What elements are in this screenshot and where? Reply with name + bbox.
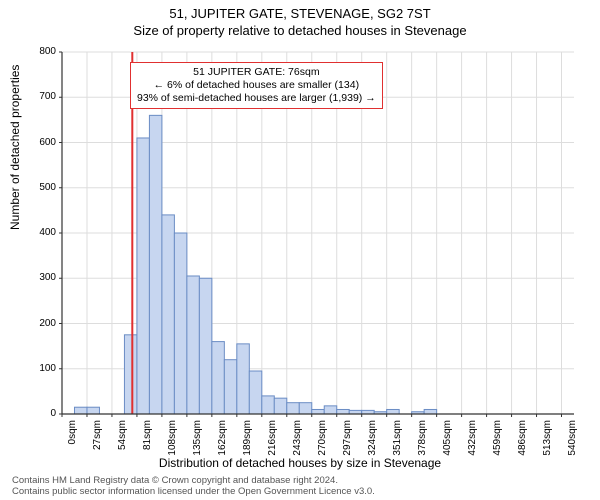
property-callout: 51 JUPITER GATE: 76sqm ← 6% of detached … [130, 62, 383, 109]
x-tick-label: 432sqm [467, 420, 478, 460]
x-tick-label: 297sqm [342, 420, 353, 460]
x-axis-label: Distribution of detached houses by size … [0, 456, 600, 470]
y-tick-label: 500 [16, 182, 56, 193]
y-tick-label: 400 [16, 227, 56, 238]
x-tick-label: 135sqm [192, 420, 203, 460]
callout-line-2: ← 6% of detached houses are smaller (134… [137, 79, 376, 92]
callout-line-1: 51 JUPITER GATE: 76sqm [137, 66, 376, 79]
footer-attribution: Contains HM Land Registry data © Crown c… [12, 476, 375, 498]
x-tick-label: 270sqm [317, 420, 328, 460]
x-tick-label: 459sqm [492, 420, 503, 460]
x-tick-label: 513sqm [542, 420, 553, 460]
y-tick-label: 800 [16, 46, 56, 57]
x-tick-label: 486sqm [517, 420, 528, 460]
x-tick-label: 243sqm [292, 420, 303, 460]
y-tick-label: 100 [16, 363, 56, 374]
x-tick-label: 162sqm [217, 420, 228, 460]
footer-line-2: Contains public sector information licen… [12, 487, 375, 498]
x-tick-label: 216sqm [267, 420, 278, 460]
x-tick-label: 0sqm [67, 420, 78, 460]
callout-line-3: 93% of semi-detached houses are larger (… [137, 92, 376, 105]
chart-subtitle: Size of property relative to detached ho… [0, 21, 600, 38]
x-tick-label: 324sqm [367, 420, 378, 460]
x-tick-label: 540sqm [567, 420, 578, 460]
y-tick-label: 0 [16, 408, 56, 419]
y-tick-label: 300 [16, 272, 56, 283]
x-tick-label: 378sqm [417, 420, 428, 460]
y-tick-label: 200 [16, 318, 56, 329]
x-tick-label: 351sqm [392, 420, 403, 460]
x-tick-label: 189sqm [242, 420, 253, 460]
x-tick-label: 54sqm [117, 420, 128, 460]
page-title: 51, JUPITER GATE, STEVENAGE, SG2 7ST [0, 0, 600, 21]
y-tick-label: 600 [16, 137, 56, 148]
histogram-chart: 51 JUPITER GATE: 76sqm ← 6% of detached … [58, 48, 578, 418]
y-tick-label: 700 [16, 91, 56, 102]
x-tick-label: 81sqm [142, 420, 153, 460]
x-tick-label: 27sqm [92, 420, 103, 460]
x-tick-label: 108sqm [167, 420, 178, 460]
x-tick-label: 405sqm [442, 420, 453, 460]
